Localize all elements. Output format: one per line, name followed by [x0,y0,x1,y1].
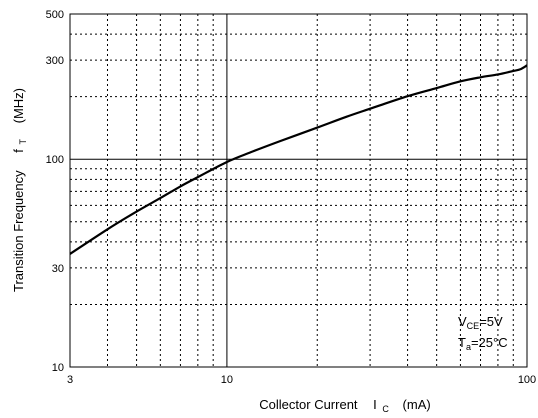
grid-layer [70,14,527,367]
x-axis-symbol-subscript: C [382,404,389,414]
y-axis-symbol: f [11,149,26,153]
y-tick-label: 30 [52,263,64,275]
y-axis-title: Transition Frequency f T (MHz) [11,88,29,292]
y-tick-label: 300 [46,55,64,67]
annotation-vce-sub: CE [467,321,480,331]
x-axis-unit: (mA) [403,397,431,412]
y-axis-title-text: Transition Frequency [11,170,26,292]
y-tick-label: 500 [46,9,64,21]
y-tick-label: 100 [46,154,64,166]
series-layer [69,64,528,255]
y-axis-symbol-subscript: T [18,139,28,145]
series-line [69,64,528,255]
x-axis-title: Collector Current I C (mA) [259,397,430,415]
annotation-ta-sub: a [466,342,471,352]
annotation-ta: Ta=25°C [458,335,508,352]
annotation-vce: VCE=5V [458,314,503,331]
y-tick-label: 10 [52,362,64,374]
x-axis-symbol: I [373,397,377,412]
annotation-vce-rest: =5V [479,314,503,329]
plot-frame [69,13,528,368]
annotation-vce-main: V [458,314,467,329]
annotation-ta-rest: =25°C [471,335,508,350]
x-tick-label: 3 [67,374,73,386]
x-axis-title-text: Collector Current [259,397,358,412]
y-axis-unit: (MHz) [11,88,26,123]
annotation-ta-main: T [458,335,466,350]
x-tick-label: 100 [518,374,536,386]
x-tick-label: 10 [221,374,233,386]
